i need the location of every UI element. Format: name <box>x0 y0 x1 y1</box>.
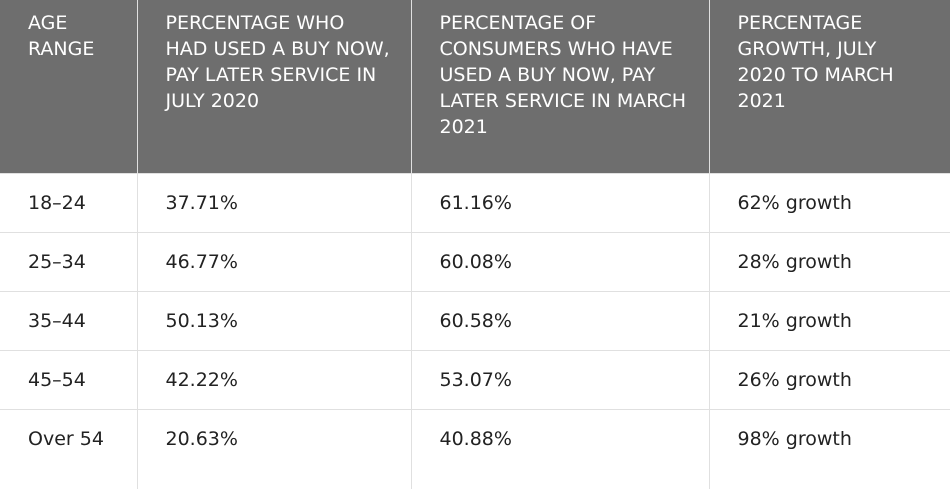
table-cell: 53.07% <box>410 349 709 409</box>
table-cell: 46.77% <box>136 231 411 291</box>
table-cell: 61.16% <box>410 172 709 232</box>
table-cell: 98% growth <box>708 408 950 489</box>
table-row: 35–44 50.13% 60.58% 21% growth <box>0 290 950 350</box>
header-row: AGE RANGE PERCENTAGE WHO HAD USED A BUY N… <box>0 0 950 173</box>
table-cell: 35–44 <box>0 290 137 350</box>
table-cell: Over 54 <box>0 408 137 489</box>
table-row: 18–24 37.71% 61.16% 62% growth <box>0 172 950 232</box>
header-cell: PERCENTAGE GROWTH, JULY 2020 TO MARCH 20… <box>708 0 950 173</box>
header-cell: PERCENTAGE OF CONSUMERS WHO HAVE USED A … <box>410 0 709 173</box>
table-cell: 37.71% <box>136 172 411 232</box>
header-cell: AGE RANGE <box>0 0 137 173</box>
table-cell: 26% growth <box>708 349 950 409</box>
table-cell: 18–24 <box>0 172 137 232</box>
header-cell: PERCENTAGE WHO HAD USED A BUY NOW, PAY L… <box>136 0 411 173</box>
table-row: 25–34 46.77% 60.08% 28% growth <box>0 231 950 291</box>
table-row: 45–54 42.22% 53.07% 26% growth <box>0 349 950 409</box>
data-table: AGE RANGE PERCENTAGE WHO HAD USED A BUY N… <box>0 0 950 489</box>
table-cell: 45–54 <box>0 349 137 409</box>
table-cell: 60.08% <box>410 231 709 291</box>
table-cell: 40.88% <box>410 408 709 489</box>
table-row: Over 54 20.63% 40.88% 98% growth <box>0 408 950 489</box>
table-cell: 25–34 <box>0 231 137 291</box>
table-cell: 42.22% <box>136 349 411 409</box>
table-cell: 60.58% <box>410 290 709 350</box>
table-cell: 50.13% <box>136 290 411 350</box>
table-cell: 20.63% <box>136 408 411 489</box>
table-cell: 21% growth <box>708 290 950 350</box>
table-cell: 62% growth <box>708 172 950 232</box>
table-cell: 28% growth <box>708 231 950 291</box>
